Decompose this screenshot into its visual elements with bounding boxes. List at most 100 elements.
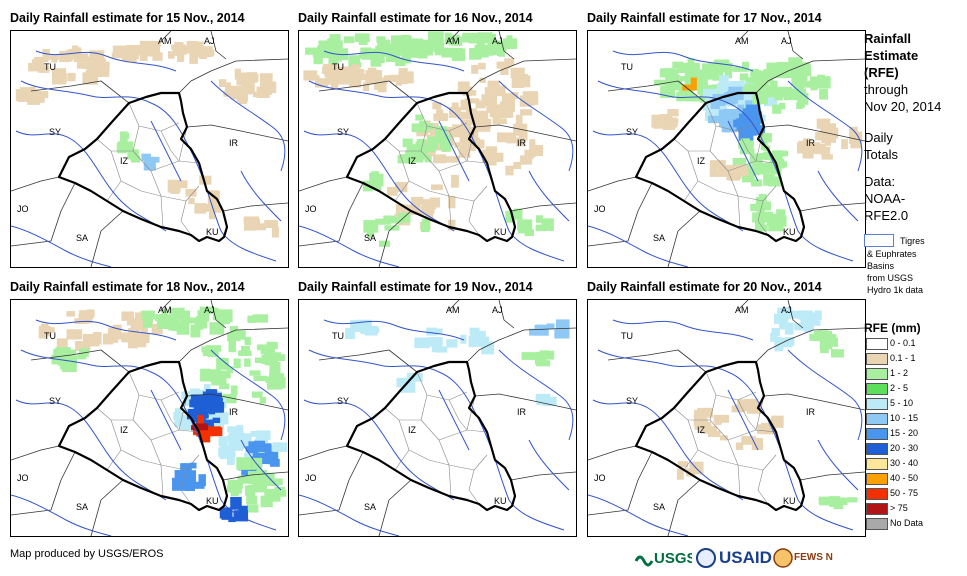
rainfall-cell bbox=[755, 196, 766, 206]
country-border bbox=[737, 31, 749, 42]
rainfall-cell bbox=[420, 145, 437, 152]
rainfall-cell bbox=[264, 355, 279, 366]
rainfall-cell bbox=[404, 47, 421, 55]
rainfall-cell bbox=[457, 81, 470, 93]
basin-outline bbox=[20, 349, 192, 421]
basin-outline bbox=[299, 225, 400, 267]
rainfall-cell bbox=[735, 442, 744, 450]
panel-title-20: Daily Rainfall estimate for 20 Nov., 201… bbox=[587, 280, 822, 294]
rainfall-cell bbox=[535, 144, 543, 157]
rainfall-cell bbox=[811, 320, 821, 326]
rainfall-cell bbox=[742, 126, 757, 136]
rainfall-cell bbox=[476, 32, 493, 44]
daily-label: Daily bbox=[864, 130, 893, 145]
country-border bbox=[498, 31, 515, 60]
rainfall-cell bbox=[535, 393, 551, 403]
panel-title-19: Daily Rainfall estimate for 19 Nov., 201… bbox=[298, 280, 533, 294]
rainfall-cell bbox=[238, 505, 248, 518]
country-label-jo: JO bbox=[594, 204, 606, 214]
rainfall-cell bbox=[267, 383, 283, 390]
country-border bbox=[799, 471, 865, 481]
country-border bbox=[737, 300, 749, 311]
rainfall-cell bbox=[256, 480, 266, 488]
rainfall-cell bbox=[653, 79, 669, 86]
rfe-heading: Rainfall Estimate (RFE) through Nov 20, … bbox=[864, 30, 941, 115]
data-noaa: NOAA- bbox=[864, 191, 906, 206]
rainfall-cell bbox=[34, 59, 43, 70]
province-boundary bbox=[132, 125, 188, 172]
rainfall-cell bbox=[796, 101, 803, 109]
rainfall-cell bbox=[35, 90, 49, 99]
rainfall-cell bbox=[199, 175, 212, 185]
basin-outline bbox=[11, 225, 112, 267]
rainfall-cell bbox=[717, 166, 732, 177]
rainfall-cell bbox=[529, 146, 536, 158]
fews-net-logo-text: FEWS NET bbox=[794, 552, 833, 563]
daily-totals: Daily Totals bbox=[864, 129, 898, 163]
basin-outline bbox=[817, 170, 859, 222]
rainfall-cell bbox=[534, 324, 549, 336]
province-boundary bbox=[180, 200, 192, 236]
country-label-jo: JO bbox=[305, 204, 317, 214]
country-border bbox=[607, 80, 707, 104]
province-boundary bbox=[398, 150, 450, 197]
rainfall-cell bbox=[218, 79, 227, 88]
rainfall-cell bbox=[244, 358, 251, 367]
country-border bbox=[667, 479, 701, 536]
rainfall-cell bbox=[710, 102, 720, 109]
province-boundary bbox=[106, 449, 122, 471]
rainfall-cell bbox=[368, 74, 381, 85]
rainfall-cell bbox=[348, 68, 365, 78]
rainfall-cell bbox=[510, 67, 525, 79]
rainfall-cell bbox=[723, 97, 736, 105]
rainfall-cell bbox=[251, 476, 260, 483]
rainfall-cell bbox=[362, 82, 370, 92]
country-label-ku: KU bbox=[494, 496, 507, 506]
rainfall-cell bbox=[411, 123, 424, 133]
rainfall-cell bbox=[226, 485, 241, 493]
rainfall-cell bbox=[690, 77, 697, 90]
rainfall-cell bbox=[217, 370, 231, 379]
rainfall-cell bbox=[770, 417, 781, 423]
rainfall-cell bbox=[127, 340, 138, 349]
rainfall-cell bbox=[492, 40, 507, 52]
rainfall-cell bbox=[264, 220, 278, 228]
rainfall-cell bbox=[432, 101, 442, 110]
country-label-sa: SA bbox=[653, 502, 666, 512]
rainfall-cell bbox=[763, 151, 771, 161]
rainfall-cell bbox=[726, 165, 743, 175]
rainfall-cell bbox=[484, 87, 492, 96]
country-border bbox=[178, 327, 288, 363]
rainfall-cell bbox=[751, 402, 762, 411]
rainfall-cell bbox=[239, 91, 248, 105]
rainfall-cell bbox=[705, 106, 719, 117]
rainfall-cell bbox=[260, 495, 273, 508]
legend-label: 2 - 5 bbox=[890, 383, 909, 393]
rainfall-cell bbox=[535, 215, 543, 223]
legend-label: No Data bbox=[890, 518, 924, 528]
country-label-ku: KU bbox=[783, 496, 796, 506]
rainfall-cell bbox=[682, 84, 697, 91]
rainfall-cell bbox=[272, 496, 281, 502]
basin-outline bbox=[498, 349, 574, 441]
usaid-seal-icon bbox=[696, 548, 716, 568]
rainfall-cell bbox=[478, 62, 486, 70]
rainfall-cell bbox=[59, 362, 73, 370]
rainfall-cell bbox=[776, 87, 784, 99]
legend-swatch bbox=[866, 353, 888, 365]
rainfall-cell bbox=[448, 195, 456, 209]
rainfall-cell bbox=[724, 67, 732, 78]
rainfall-cell bbox=[776, 150, 789, 157]
province-boundary bbox=[448, 130, 468, 162]
map-panel-15: AM AJ TU SY IR IZ JO SA KU bbox=[10, 30, 289, 268]
province-boundary bbox=[416, 371, 468, 401]
country-label-iz: IZ bbox=[408, 425, 416, 435]
basin-outline bbox=[20, 80, 192, 152]
rainfall-cell bbox=[201, 346, 216, 353]
rainfall-cell bbox=[403, 52, 412, 64]
rainfall-cell bbox=[829, 123, 837, 129]
rainfall-cell bbox=[147, 40, 161, 47]
rainfall-cell bbox=[246, 495, 258, 505]
rainfall-cell bbox=[723, 108, 738, 121]
rainfall-cell bbox=[210, 369, 222, 383]
